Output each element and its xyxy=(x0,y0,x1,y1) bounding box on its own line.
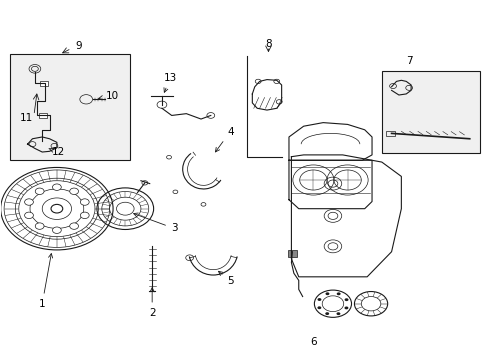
FancyBboxPatch shape xyxy=(382,71,480,153)
Circle shape xyxy=(80,199,89,205)
Circle shape xyxy=(318,306,321,309)
Text: 3: 3 xyxy=(134,213,177,233)
Circle shape xyxy=(24,199,33,205)
Circle shape xyxy=(80,212,89,219)
Circle shape xyxy=(344,306,348,309)
Text: 2: 2 xyxy=(149,288,155,318)
Circle shape xyxy=(70,188,78,194)
Text: 7: 7 xyxy=(406,56,413,66)
Circle shape xyxy=(24,212,33,219)
Circle shape xyxy=(337,312,341,315)
Circle shape xyxy=(52,184,61,190)
Bar xyxy=(39,113,47,118)
Text: 5: 5 xyxy=(219,271,234,286)
Bar xyxy=(386,131,394,136)
Text: 9: 9 xyxy=(75,41,82,50)
Circle shape xyxy=(325,292,329,295)
Text: 4: 4 xyxy=(216,127,234,152)
Text: 13: 13 xyxy=(164,73,177,92)
Circle shape xyxy=(318,298,321,301)
Bar xyxy=(40,81,48,86)
Text: 1: 1 xyxy=(39,253,52,309)
Circle shape xyxy=(70,223,78,229)
Text: 11: 11 xyxy=(20,113,33,123)
FancyBboxPatch shape xyxy=(10,54,130,160)
Circle shape xyxy=(52,227,61,233)
Text: 8: 8 xyxy=(265,39,272,49)
Circle shape xyxy=(325,312,329,315)
Circle shape xyxy=(35,223,44,229)
Text: 12: 12 xyxy=(49,147,65,157)
Bar xyxy=(289,250,297,257)
Text: 10: 10 xyxy=(98,91,119,101)
Circle shape xyxy=(344,298,348,301)
Circle shape xyxy=(337,292,341,295)
Circle shape xyxy=(35,188,44,194)
Text: 6: 6 xyxy=(310,337,317,347)
